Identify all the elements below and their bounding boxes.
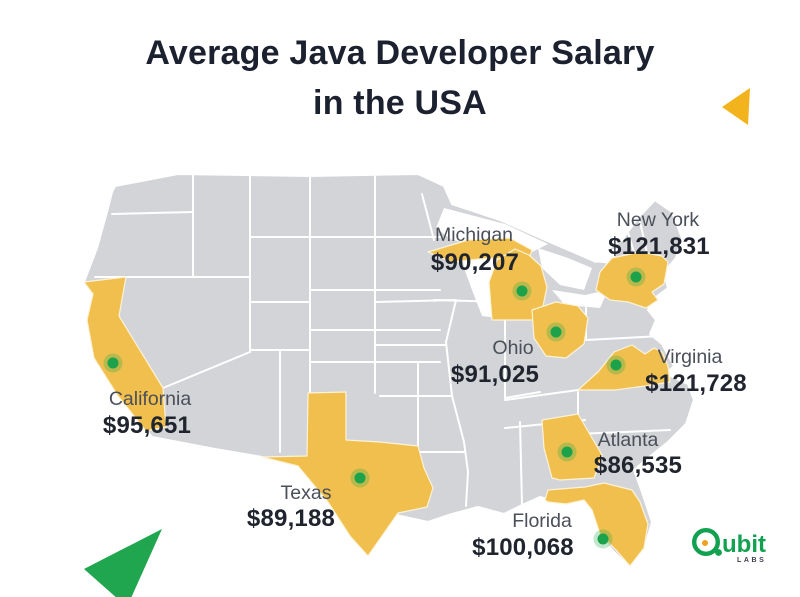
state-texas — [261, 391, 434, 557]
label-california-name: California — [108, 388, 192, 410]
state-florida — [544, 482, 649, 567]
qubit-labs-logo: ubit LABS — [692, 528, 766, 564]
marker-florida — [593, 529, 613, 549]
accent-triangle-green — [84, 529, 162, 597]
label-new-york-name: New York — [616, 209, 700, 231]
label-michigan-salary: $90,207 — [430, 249, 520, 276]
marker-ohio — [546, 322, 566, 342]
label-michigan-name: Michigan — [434, 224, 514, 246]
state-georgia — [541, 413, 603, 481]
logo-q-tail-icon — [715, 549, 722, 556]
accent-triangle-yellow — [722, 88, 750, 125]
state-markers — [103, 267, 646, 549]
lake-michigan — [462, 248, 498, 318]
marker-michigan — [512, 281, 532, 301]
label-atlanta-name: Atlanta — [597, 429, 659, 451]
marker-new-york — [626, 267, 646, 287]
label-florida-name: Florida — [512, 510, 572, 532]
highlighted-states — [83, 237, 671, 567]
page-title-line1: Average Java Developer Salary — [145, 34, 655, 72]
label-virginia-name: Virginia — [657, 346, 723, 368]
label-ohio-name: Ohio — [492, 337, 534, 359]
state-virginia — [577, 344, 671, 391]
label-virginia-salary: $121,728 — [645, 370, 747, 397]
label-atlanta-salary: $86,535 — [593, 452, 683, 479]
logo-q-ring-icon — [692, 528, 721, 557]
marker-texas — [350, 468, 370, 488]
lake-huron — [538, 248, 592, 290]
label-florida-salary: $100,068 — [472, 534, 574, 561]
state-california — [83, 276, 167, 432]
marker-georgia — [557, 442, 577, 462]
logo-brand-text: ubit — [722, 531, 766, 558]
page-title-line2: in the USA — [313, 84, 487, 122]
logo-sub-text: LABS — [737, 557, 766, 564]
logo-orange-dot-icon — [702, 540, 708, 546]
marker-virginia — [606, 355, 626, 375]
label-ohio-salary: $91,025 — [450, 361, 540, 388]
label-texas-name: Texas — [280, 482, 332, 504]
label-new-york-salary: $121,831 — [608, 233, 710, 260]
label-texas-salary: $89,188 — [246, 505, 336, 532]
label-california-salary: $95,651 — [102, 412, 192, 439]
marker-california — [103, 353, 123, 373]
